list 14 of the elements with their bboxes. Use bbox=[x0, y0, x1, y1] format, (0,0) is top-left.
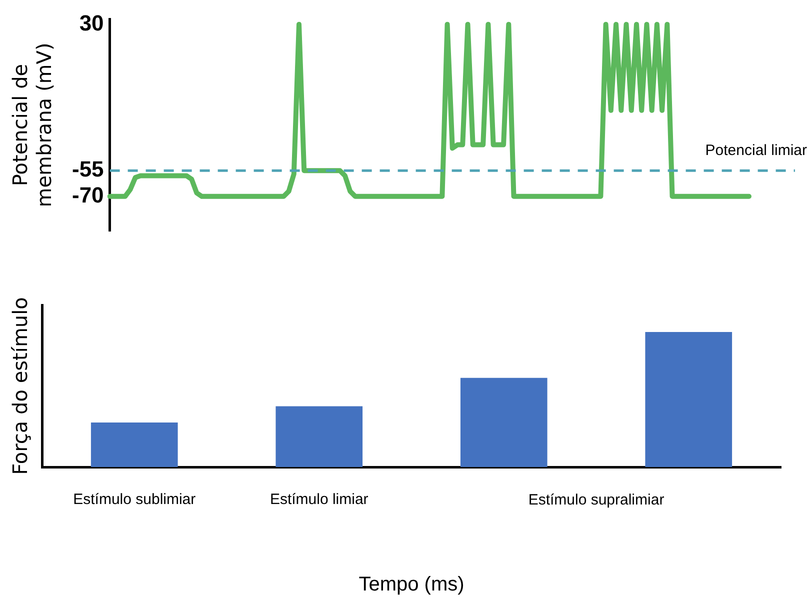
bar bbox=[460, 378, 548, 467]
y-axis-title: Força do estímulo bbox=[8, 297, 32, 475]
bar bbox=[90, 422, 178, 467]
y-tick-label: 30 bbox=[79, 10, 104, 36]
y-axis-title: Potencial de membrana (mV) bbox=[8, 42, 56, 208]
x-tick-label: Estímulo limiar bbox=[270, 491, 368, 508]
bar bbox=[276, 406, 363, 467]
x-axis-title: Tempo (ms) bbox=[358, 574, 464, 596]
text: Estímulo supralimiar bbox=[528, 492, 664, 509]
x-tick-label: Estímulo sublimiar bbox=[73, 491, 196, 508]
bar bbox=[645, 332, 732, 467]
y-tick-label: -55 bbox=[72, 156, 104, 182]
ref-line-label: Potencial limiar bbox=[705, 142, 807, 160]
y-tick-label: -70 bbox=[72, 182, 104, 208]
